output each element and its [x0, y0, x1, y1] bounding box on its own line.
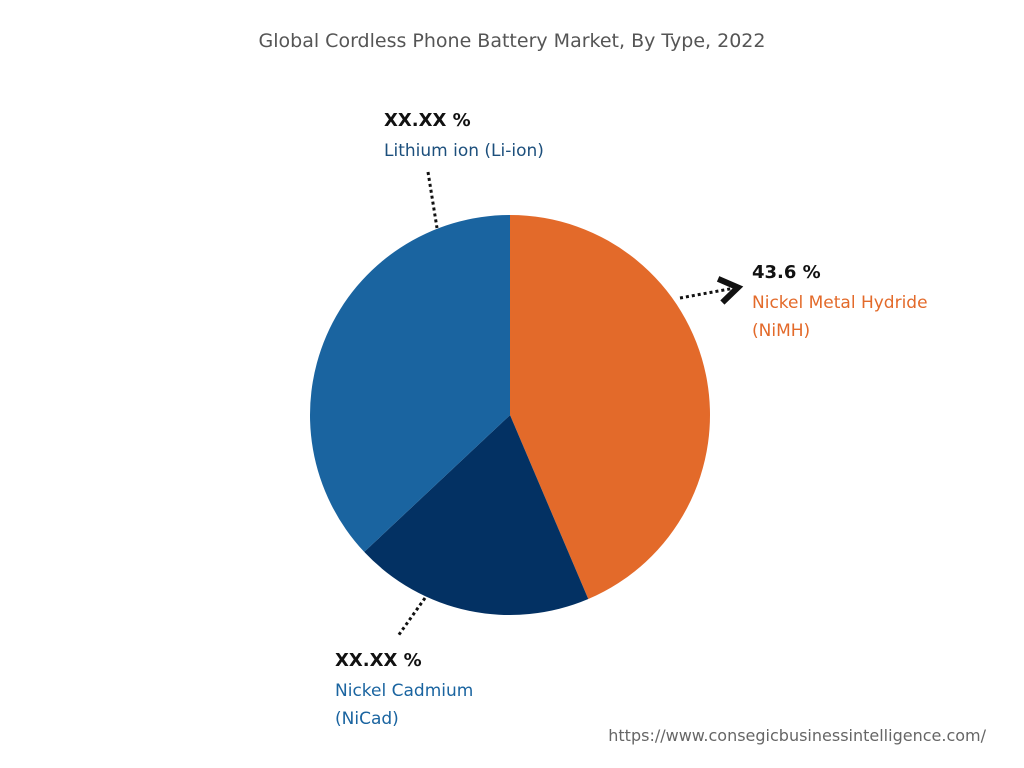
leader-line — [679, 276, 744, 305]
category-label: Lithium ion (Li-ion) — [384, 141, 544, 161]
category-label: Nickel Metal Hydride (NiMH) — [752, 293, 928, 341]
value-label: XX.XX % — [335, 650, 422, 671]
chart-title: Global Cordless Phone Battery Market, By… — [258, 30, 766, 52]
source-url: https://www.consegicbusinessintelligence… — [608, 726, 986, 745]
pie-slice — [510, 215, 711, 600]
leader-line — [426, 171, 439, 229]
value-label: XX.XX % — [384, 110, 471, 131]
pie-slice — [364, 415, 589, 615]
category-label: Nickel Cadmium (NiCad) — [335, 681, 474, 729]
value-label: 43.6 % — [752, 262, 821, 283]
slice-label: 43.6 % Nickel Metal Hydride (NiMH) — [752, 262, 952, 345]
leader-line — [396, 597, 427, 637]
slice-label: XX.XX % Lithium ion (Li-ion) — [384, 110, 544, 165]
slice-label: XX.XX % Nickel Cadmium (NiCad) — [335, 650, 535, 733]
pie-slice — [310, 215, 510, 552]
